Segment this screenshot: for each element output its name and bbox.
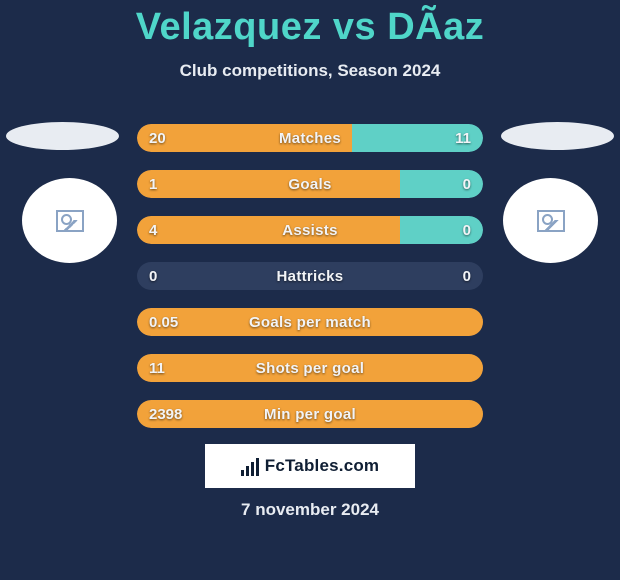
stat-value-left: 11 bbox=[149, 360, 165, 377]
player2-avatar bbox=[503, 178, 598, 263]
brand-box: FcTables.com bbox=[205, 444, 415, 488]
stat-row: 0 Hattricks 0 bbox=[137, 262, 483, 290]
stat-value-left: 4 bbox=[149, 222, 157, 239]
stat-row: 1 Goals 0 bbox=[137, 170, 483, 198]
player2-badge bbox=[501, 122, 614, 150]
stat-value-left: 20 bbox=[149, 130, 166, 147]
stat-value-right: 0 bbox=[463, 176, 471, 193]
player1-badge bbox=[6, 122, 119, 150]
placeholder-image-icon bbox=[56, 210, 84, 232]
brand-text: FcTables.com bbox=[265, 456, 380, 476]
date-text: 7 november 2024 bbox=[0, 500, 620, 520]
stat-row: 2398 Min per goal bbox=[137, 400, 483, 428]
stat-label: Matches bbox=[279, 130, 341, 147]
stat-label: Shots per goal bbox=[256, 360, 364, 377]
stat-row: 20 Matches 11 bbox=[137, 124, 483, 152]
brand-chart-icon bbox=[241, 456, 259, 476]
page-title: Velazquez vs DÃ­az bbox=[0, 0, 620, 49]
stat-row: 0.05 Goals per match bbox=[137, 308, 483, 336]
stat-label: Hattricks bbox=[277, 268, 344, 285]
stat-fill-left bbox=[137, 216, 400, 244]
placeholder-image-icon bbox=[537, 210, 565, 232]
stat-value-right: 11 bbox=[455, 130, 471, 147]
stat-label: Min per goal bbox=[264, 406, 356, 423]
stat-value-left: 1 bbox=[149, 176, 157, 193]
stat-value-right: 0 bbox=[463, 222, 471, 239]
stat-row: 11 Shots per goal bbox=[137, 354, 483, 382]
stat-label: Goals per match bbox=[249, 314, 371, 331]
stat-label: Assists bbox=[282, 222, 337, 239]
stat-value-right: 0 bbox=[463, 268, 471, 285]
player1-avatar bbox=[22, 178, 117, 263]
stat-value-left: 0 bbox=[149, 268, 157, 285]
stat-fill-left bbox=[137, 170, 400, 198]
stat-value-left: 0.05 bbox=[149, 314, 178, 331]
stat-value-left: 2398 bbox=[149, 406, 182, 423]
stat-row: 4 Assists 0 bbox=[137, 216, 483, 244]
subtitle: Club competitions, Season 2024 bbox=[0, 61, 620, 81]
stats-container: 20 Matches 11 1 Goals 0 4 Assists 0 0 Ha… bbox=[137, 124, 483, 428]
stat-label: Goals bbox=[288, 176, 331, 193]
